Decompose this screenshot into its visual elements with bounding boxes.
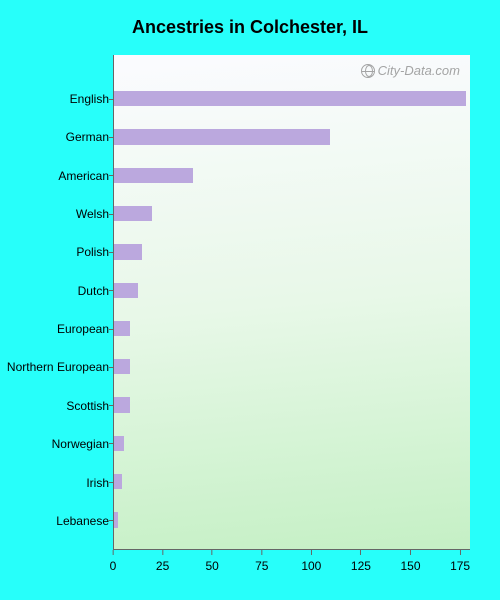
chart-title: Ancestries in Colchester, IL: [5, 5, 495, 44]
x-tick-label: 50: [205, 559, 218, 573]
y-label: Northern European: [7, 360, 109, 374]
y-tick-mark: [109, 214, 114, 215]
bar-row: [114, 512, 118, 527]
y-label: European: [57, 322, 109, 336]
bar: [114, 397, 130, 412]
x-tick-mark: [113, 550, 114, 555]
bar-row: [114, 283, 138, 298]
x-tick-label: 75: [255, 559, 268, 573]
bar: [114, 436, 124, 451]
bar-row: [114, 397, 130, 412]
bar-row: [114, 206, 152, 221]
bar: [114, 206, 152, 221]
x-tick: 75: [255, 550, 268, 573]
x-tick-mark: [410, 550, 411, 555]
y-label: Irish: [86, 476, 109, 490]
y-label: Lebanese: [56, 514, 109, 528]
y-axis-labels: English German American Welsh Polish Dutch Eur…: [5, 55, 109, 550]
bar-row: [114, 91, 466, 106]
x-tick-mark: [261, 550, 262, 555]
plot-area: City-Data.com: [113, 55, 470, 550]
y-tick-mark: [109, 99, 114, 100]
x-tick: 175: [450, 550, 470, 573]
y-tick-mark: [109, 482, 114, 483]
bar: [114, 512, 118, 527]
x-tick-label: 150: [400, 559, 420, 573]
y-label: Scottish: [66, 399, 109, 413]
x-tick-mark: [460, 550, 461, 555]
y-tick-mark: [109, 367, 114, 368]
y-label: German: [66, 130, 109, 144]
x-tick-label: 175: [450, 559, 470, 573]
bar-row: [114, 129, 330, 144]
y-label: American: [58, 169, 109, 183]
y-label: Dutch: [78, 284, 109, 298]
bar: [114, 244, 142, 259]
x-tick-label: 100: [301, 559, 321, 573]
y-tick-mark: [109, 405, 114, 406]
y-tick-mark: [109, 175, 114, 176]
bar-row: [114, 321, 130, 336]
y-tick-mark: [109, 137, 114, 138]
y-tick-mark: [109, 443, 114, 444]
bar: [114, 168, 193, 183]
bar: [114, 474, 122, 489]
x-tick: 50: [205, 550, 218, 573]
chart: Ancestries in Colchester, IL City-Data.c…: [5, 5, 495, 595]
bars-layer: [114, 55, 470, 549]
y-label: Norwegian: [52, 437, 109, 451]
x-tick-mark: [162, 550, 163, 555]
x-tick-mark: [212, 550, 213, 555]
y-label: Welsh: [76, 207, 109, 221]
bar: [114, 283, 138, 298]
x-tick-label: 125: [351, 559, 371, 573]
bar: [114, 359, 130, 374]
y-tick-mark: [109, 329, 114, 330]
y-tick-mark: [109, 290, 114, 291]
x-tick: 150: [400, 550, 420, 573]
bar-row: [114, 474, 122, 489]
x-tick-mark: [360, 550, 361, 555]
bar-row: [114, 359, 130, 374]
bar-row: [114, 168, 193, 183]
x-tick-label: 0: [110, 559, 117, 573]
bar-row: [114, 244, 142, 259]
bar-row: [114, 436, 124, 451]
y-label: Polish: [76, 245, 109, 259]
y-label: English: [70, 92, 109, 106]
x-tick-label: 25: [156, 559, 169, 573]
x-tick: 125: [351, 550, 371, 573]
x-tick: 100: [301, 550, 321, 573]
bar: [114, 321, 130, 336]
x-axis: 0 25 50 75 100 125 150 175: [113, 550, 470, 595]
y-tick-mark: [109, 252, 114, 253]
bar: [114, 129, 330, 144]
x-tick: 25: [156, 550, 169, 573]
x-tick-mark: [311, 550, 312, 555]
y-tick-mark: [109, 520, 114, 521]
bar: [114, 91, 466, 106]
x-tick: 0: [110, 550, 117, 573]
